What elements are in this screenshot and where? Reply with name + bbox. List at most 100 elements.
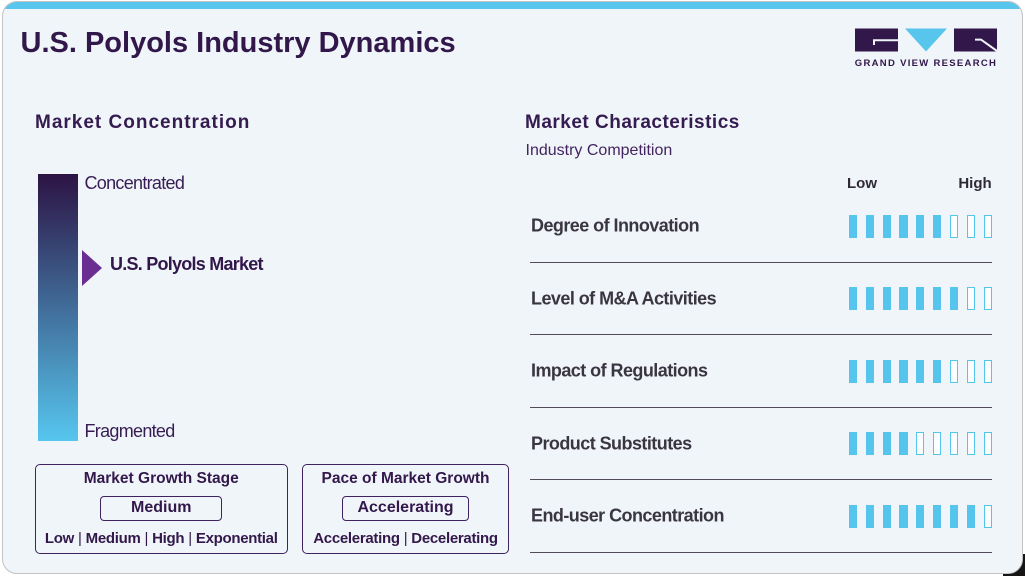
row-separator [530, 261, 992, 263]
market-growth-stage-box: Market Growth Stage Medium Low | Medium | Hi… [34, 463, 288, 554]
option-separator: | [403, 529, 408, 547]
rating-segment-filled [882, 504, 891, 528]
rating-segment-filled [865, 214, 874, 238]
rating-segment-filled [848, 504, 857, 528]
option-separator: | [78, 529, 82, 547]
rating-segment-filled [882, 432, 891, 455]
rating-segment-empty [950, 359, 959, 383]
market-concentration-title: Market Concentration [35, 112, 251, 133]
option-separator: | [144, 529, 149, 547]
concentration-gradient-bar [37, 173, 78, 441]
rating-segment-filled [916, 359, 925, 383]
row-separator [530, 406, 992, 408]
rating-segment-filled [865, 359, 874, 383]
characteristic-row: Level of M&A Activities [531, 287, 992, 310]
rating-segment-filled [899, 432, 908, 455]
characteristic-label: Level of M&A Activities [531, 288, 717, 308]
rating-segment-empty [983, 287, 992, 310]
rating-segment-filled [882, 214, 891, 238]
rating-bar [848, 287, 992, 310]
row-separator [530, 551, 992, 553]
rating-segment-filled [848, 287, 857, 310]
rating-bar [848, 214, 992, 238]
scale-top-label: Concentrated [84, 172, 185, 193]
rating-segment-empty [950, 214, 959, 238]
option-separator: | [188, 529, 192, 547]
rating-segment-filled [865, 504, 874, 528]
rating-segment-empty [933, 432, 942, 455]
rating-segment-filled [933, 359, 942, 383]
rating-segment-filled [899, 504, 908, 528]
option-label: Exponential [195, 529, 278, 547]
gvr-logo: GRAND VIEW RESEARCH [854, 28, 998, 69]
row-separator [530, 334, 992, 336]
row-separator [530, 479, 992, 481]
gvr-logo-text: GRAND VIEW RESEARCH [854, 58, 998, 69]
option-label: Low [44, 529, 75, 547]
page-title: U.S. Polyols Industry Dynamics [20, 26, 456, 59]
scale-low-label: Low [847, 174, 877, 192]
rating-segment-filled [933, 287, 942, 310]
rating-bar [848, 359, 992, 383]
rating-segment-filled [933, 504, 942, 528]
rating-segment-empty [983, 432, 992, 455]
scale-bottom-label: Fragmented [84, 421, 176, 441]
rating-segment-empty [916, 432, 925, 455]
rating-segment-filled [865, 432, 874, 455]
rating-segment-filled [899, 359, 908, 383]
rating-segment-empty [950, 432, 959, 455]
rating-bar [848, 504, 992, 528]
rating-bar [848, 432, 992, 455]
industry-competition-subtitle: Industry Competition [525, 142, 673, 159]
rating-segment-filled [899, 214, 908, 238]
rating-segment-filled [916, 504, 925, 528]
characteristic-row: Degree of Innovation [531, 214, 992, 238]
market-characteristics-title: Market Characteristics [525, 112, 740, 133]
rating-segment-filled [933, 214, 942, 238]
rating-segment-filled [967, 504, 976, 528]
growth-box-title: Pace of Market Growth [321, 469, 490, 487]
rating-segment-filled [865, 287, 874, 310]
scale-high-label: High [958, 174, 992, 192]
rating-segment-filled [848, 359, 857, 383]
rating-segment-filled [848, 432, 857, 455]
characteristic-row: End-user Concentration [531, 504, 992, 528]
option-label: Medium [85, 529, 141, 547]
rating-segment-filled [882, 359, 891, 383]
characteristic-label: Impact of Regulations [531, 360, 708, 381]
option-label: Accelerating [313, 529, 400, 547]
rating-segment-empty [983, 214, 992, 238]
rating-segment-empty [967, 359, 976, 383]
growth-box-options: Accelerating | Decelerating [313, 529, 498, 547]
characteristic-label: Product Substitutes [531, 433, 692, 453]
characteristic-label: End-user Concentration [531, 505, 724, 526]
rating-segment-filled [950, 504, 959, 528]
rating-segment-empty [983, 359, 992, 383]
rating-segment-filled [899, 287, 908, 310]
option-label: High [152, 529, 185, 547]
rating-segment-filled [916, 287, 925, 310]
characteristic-row: Impact of Regulations [531, 359, 992, 383]
growth-box-value: Medium [100, 496, 223, 521]
growth-box-options: Low | Medium | High | Exponential [45, 530, 278, 547]
rating-segment-filled [848, 214, 857, 238]
rating-segment-empty [967, 432, 976, 455]
rating-segment-empty [967, 287, 976, 310]
gvr-logo-mark [855, 28, 998, 52]
top-accent-bar [3, 2, 1022, 9]
growth-box-title: Market Growth Stage [83, 469, 239, 487]
rating-segment-empty [983, 504, 992, 528]
option-label: Decelerating [411, 529, 498, 547]
rating-segment-empty [967, 214, 976, 238]
market-position-label: U.S. Polyols Market [110, 254, 264, 275]
pace-of-growth-box: Pace of Market Growth Accelerating Accel… [302, 463, 509, 554]
characteristic-row: Product Substitutes [531, 432, 992, 455]
rating-segment-filled [916, 214, 925, 238]
rating-segment-filled [950, 287, 959, 310]
growth-box-value: Accelerating [342, 496, 469, 521]
rating-segment-filled [882, 287, 891, 310]
characteristic-label: Degree of Innovation [531, 215, 700, 236]
market-position-marker [82, 250, 102, 287]
